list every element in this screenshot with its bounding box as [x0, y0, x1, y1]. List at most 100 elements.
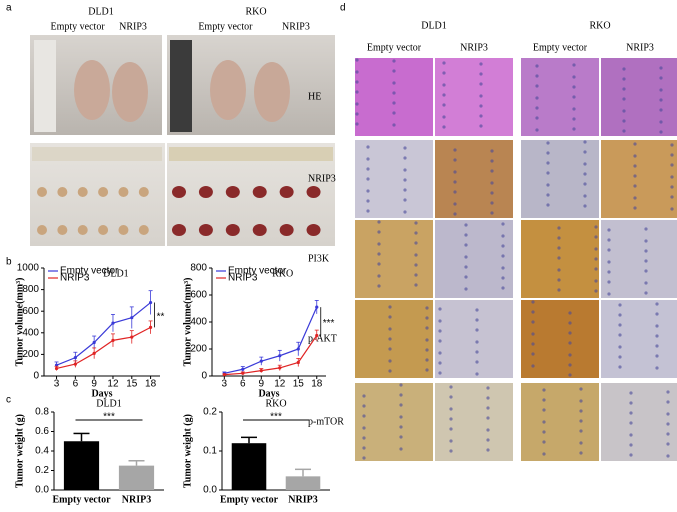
nucleus	[583, 150, 587, 154]
nucleus	[399, 447, 403, 451]
nucleus	[622, 87, 626, 91]
nucleus	[362, 446, 366, 450]
nucleus	[572, 85, 576, 89]
nucleus	[501, 234, 505, 238]
nucleus	[535, 84, 539, 88]
nucleus	[392, 59, 396, 63]
nucleus	[546, 171, 550, 175]
nucleus	[629, 433, 633, 437]
panel-letter: a	[6, 3, 12, 14]
nucleus	[655, 312, 659, 316]
line	[224, 306, 318, 374]
ruler	[34, 40, 56, 132]
ihc-image	[601, 383, 677, 461]
nucleus	[568, 353, 572, 357]
nucleus	[388, 315, 392, 319]
nucleus	[535, 74, 539, 78]
nucleus	[438, 371, 442, 375]
ihc-image	[601, 58, 677, 136]
point	[241, 367, 245, 371]
nucleus	[366, 199, 370, 203]
nucleus	[542, 388, 546, 392]
nucleus	[535, 64, 539, 68]
nucleus	[486, 386, 490, 390]
nucleus	[535, 128, 539, 132]
nucleus	[622, 119, 626, 123]
nucleus	[464, 233, 468, 237]
nucleus	[594, 235, 598, 239]
group-title: DLD1	[421, 20, 447, 31]
point	[315, 333, 319, 338]
nucleus	[644, 259, 648, 263]
nucleus	[572, 127, 576, 131]
nucleus	[568, 341, 572, 345]
nucleus	[388, 337, 392, 341]
nucleus	[438, 339, 442, 343]
nucleus	[633, 154, 637, 158]
nucleus	[670, 185, 674, 189]
group-label: NRIP3	[119, 21, 147, 32]
y-axis-label: Tumor volume(mm³)	[182, 278, 193, 367]
x-tick-label: 6	[240, 379, 246, 390]
nucleus	[607, 260, 611, 264]
row-label: p-AKT	[308, 333, 337, 344]
panel-letter: c	[6, 395, 11, 406]
nucleus	[542, 408, 546, 412]
nucleus	[399, 393, 403, 397]
point	[222, 373, 226, 377]
group-label: Empty vector	[51, 21, 106, 32]
nucleus	[633, 184, 637, 188]
point	[130, 316, 134, 320]
tumor	[138, 225, 149, 235]
nucleus	[442, 61, 446, 65]
nucleus	[475, 360, 479, 364]
nucleus	[655, 334, 659, 338]
nucleus	[490, 149, 494, 153]
ihc-image	[435, 383, 513, 461]
tumor	[225, 224, 240, 236]
nucleus	[583, 182, 587, 186]
nucleus	[659, 108, 663, 112]
nucleus	[453, 190, 457, 194]
nucleus	[388, 327, 392, 331]
ihc-image	[521, 58, 599, 136]
nucleus	[403, 146, 407, 150]
tumor	[77, 187, 88, 197]
nucleus	[442, 71, 446, 75]
x-tick-label: Empty vector	[52, 494, 111, 505]
y-tick-label: 0.2	[35, 465, 49, 476]
nucleus	[366, 177, 370, 181]
nucleus	[531, 332, 535, 336]
x-tick-label: Empty vector	[220, 494, 279, 505]
point	[315, 305, 319, 309]
nucleus	[403, 156, 407, 160]
nucleus	[546, 183, 550, 187]
y-tick-label: 1000	[17, 263, 40, 274]
column-label: NRIP3	[626, 42, 654, 53]
point	[92, 351, 96, 355]
tumor	[252, 224, 267, 236]
nucleus	[666, 454, 670, 458]
nucleus	[366, 189, 370, 193]
nucleus	[442, 125, 446, 129]
bar	[63, 441, 100, 490]
nucleus	[442, 93, 446, 97]
nucleus	[666, 412, 670, 416]
x-tick-label: 3	[222, 379, 228, 390]
ihc-image	[435, 58, 513, 136]
nucleus	[355, 58, 359, 62]
nucleus	[479, 94, 483, 98]
x-tick-label: 12	[274, 379, 286, 390]
nucleus	[479, 104, 483, 108]
nucleus	[475, 340, 479, 344]
y-tick-label: 400	[22, 327, 39, 338]
nucleus	[399, 425, 403, 429]
x-tick-label: NRIP3	[122, 494, 151, 505]
nucleus	[568, 321, 572, 325]
nucleus	[388, 305, 392, 309]
group-label: NRIP3	[282, 21, 310, 32]
nucleus	[464, 243, 468, 247]
y-axis-label: Tumor weight (g)	[14, 414, 25, 488]
nucleus	[501, 266, 505, 270]
nucleus	[622, 77, 626, 81]
